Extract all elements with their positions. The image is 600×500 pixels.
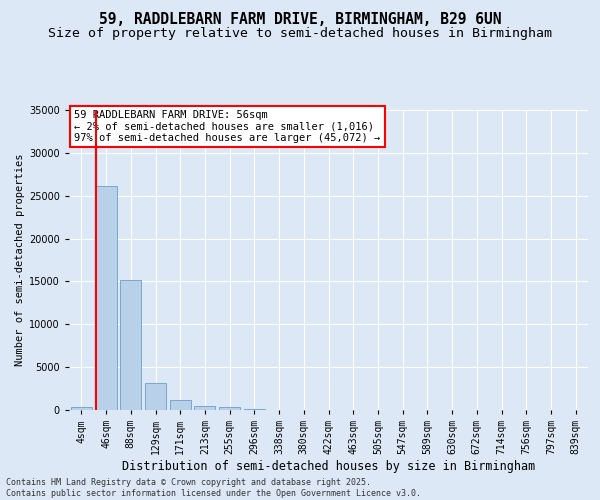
Text: Contains HM Land Registry data © Crown copyright and database right 2025.
Contai: Contains HM Land Registry data © Crown c…: [6, 478, 421, 498]
Bar: [71, 406, 92, 410]
Text: Size of property relative to semi-detached houses in Birmingham: Size of property relative to semi-detach…: [48, 28, 552, 40]
Text: 59 RADDLEBARN FARM DRIVE: 56sqm
← 2% of semi-detached houses are smaller (1,016): 59 RADDLEBARN FARM DRIVE: 56sqm ← 2% of …: [74, 110, 380, 143]
Bar: [170, 400, 191, 410]
Y-axis label: Number of semi-detached properties: Number of semi-detached properties: [15, 154, 25, 366]
Bar: [95, 186, 116, 410]
X-axis label: Distribution of semi-detached houses by size in Birmingham: Distribution of semi-detached houses by …: [122, 460, 535, 473]
Bar: [219, 407, 240, 410]
Bar: [194, 406, 215, 410]
Bar: [120, 280, 141, 410]
Text: 59, RADDLEBARN FARM DRIVE, BIRMINGHAM, B29 6UN: 59, RADDLEBARN FARM DRIVE, BIRMINGHAM, B…: [99, 12, 501, 28]
Bar: [145, 382, 166, 410]
Bar: [244, 408, 265, 410]
